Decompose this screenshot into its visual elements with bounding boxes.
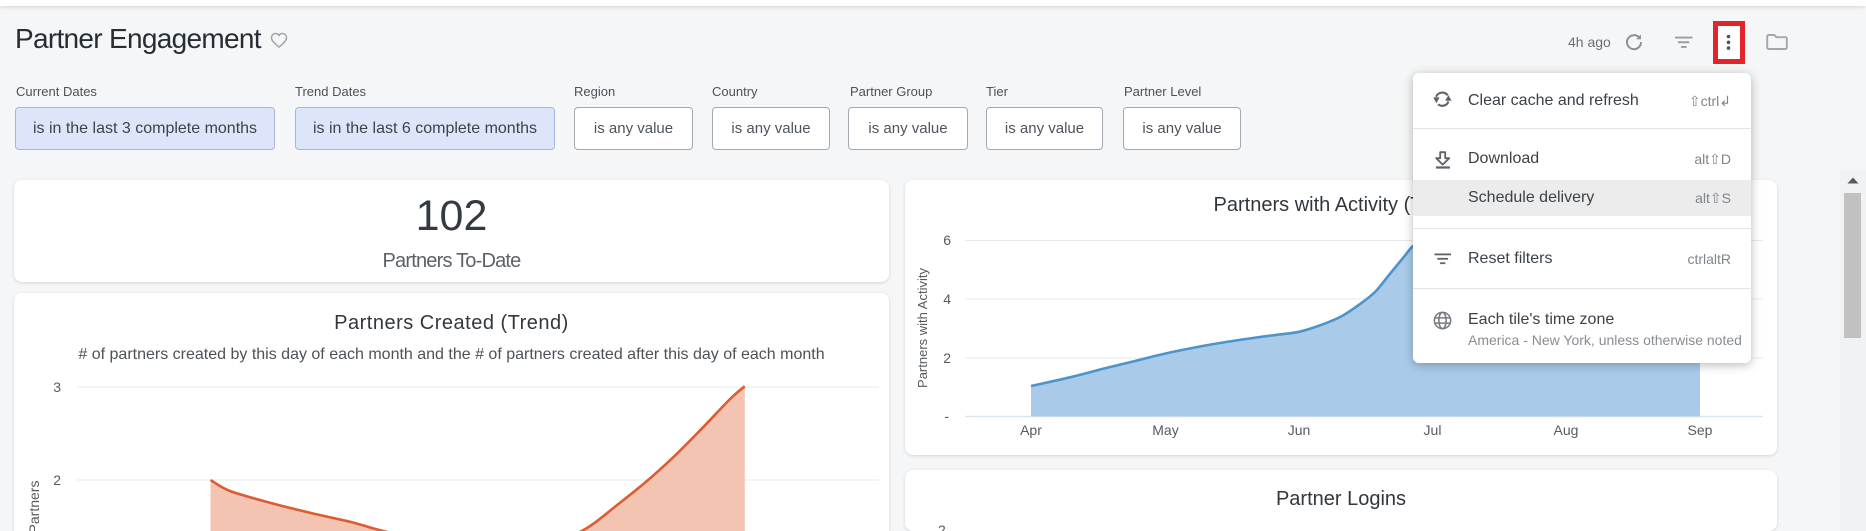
svg-text:Apr: Apr — [1020, 422, 1042, 438]
svg-text:Jul: Jul — [1424, 422, 1442, 438]
svg-text:Partners: Partners — [26, 481, 42, 531]
svg-text:May: May — [1152, 422, 1178, 438]
svg-text:6: 6 — [943, 232, 951, 248]
svg-text:2: 2 — [943, 350, 951, 366]
svg-text:Sep: Sep — [1688, 422, 1713, 438]
svg-text:Partners with Activity: Partners with Activity — [915, 268, 930, 388]
svg-text:4: 4 — [943, 291, 951, 307]
svg-text:3: 3 — [53, 379, 61, 395]
svg-text:2: 2 — [53, 472, 61, 488]
svg-text:Aug: Aug — [1554, 422, 1579, 438]
svg-text:Jun: Jun — [1288, 422, 1311, 438]
svg-text:-: - — [944, 408, 949, 424]
